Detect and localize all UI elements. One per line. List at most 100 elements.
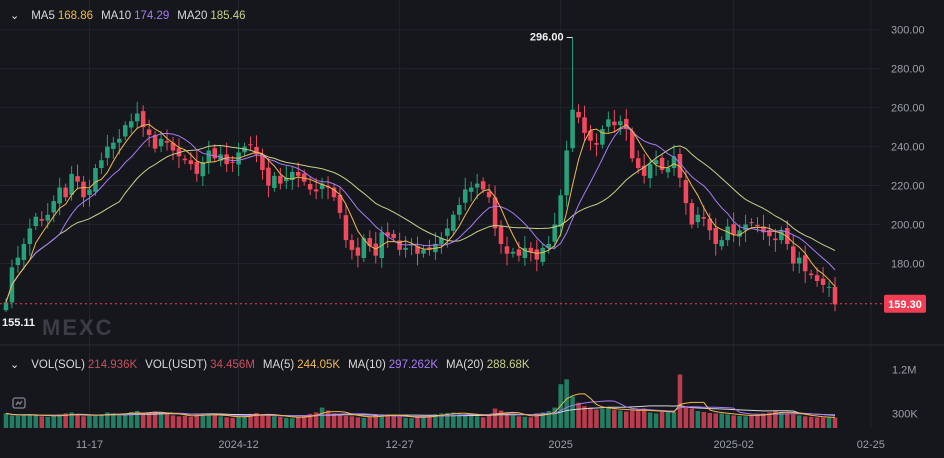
volume-bar — [361, 417, 367, 428]
candle-body — [45, 214, 50, 221]
ma20-line — [5, 144, 836, 303]
candle — [552, 212, 557, 250]
candle-body — [349, 240, 355, 250]
ma5-line — [5, 123, 836, 303]
volume-bar — [224, 417, 229, 428]
volume-bar — [188, 416, 194, 428]
candle-body — [403, 247, 408, 250]
candle — [773, 228, 778, 252]
candle-body — [75, 176, 80, 182]
candle-body — [451, 214, 456, 231]
volume-bar — [600, 408, 605, 428]
volume-bar — [820, 417, 826, 428]
candle — [802, 245, 808, 283]
volume-bar — [588, 407, 593, 428]
candle — [516, 241, 522, 262]
y-axis-tick: 260.00 — [891, 103, 925, 115]
volume-bar — [785, 413, 790, 428]
candle-body — [612, 121, 617, 126]
candle-body — [21, 243, 27, 260]
candle — [230, 155, 235, 172]
candle-body — [606, 119, 611, 127]
volume-bar — [773, 410, 778, 428]
collapse-chevron-icon[interactable]: ⌄ — [10, 359, 20, 371]
volume-bar — [218, 416, 223, 428]
candle-body — [313, 189, 319, 192]
volume-bar — [612, 409, 617, 428]
volume-bar — [295, 417, 301, 428]
volume-bar — [814, 417, 820, 428]
candle — [415, 236, 420, 266]
volume-bar — [725, 414, 730, 428]
candle — [504, 236, 510, 266]
candle-body — [134, 113, 140, 122]
volume-bar — [671, 411, 677, 428]
vol-ma10-value: 297.262K — [388, 358, 439, 371]
x-axis-tick: 12-27 — [386, 439, 414, 451]
volume-bar — [379, 414, 384, 428]
volume-bar — [743, 416, 748, 428]
volume-bar — [272, 416, 277, 428]
candle — [194, 150, 200, 182]
candle-body — [319, 183, 325, 190]
collapse-chevron-icon[interactable]: ⌄ — [10, 10, 20, 22]
candle — [117, 129, 122, 155]
volume-bar — [63, 413, 68, 428]
volume-bar — [385, 414, 390, 428]
last-price-badge — [884, 294, 926, 313]
volume-bar — [391, 415, 396, 428]
candle-body — [492, 197, 498, 229]
volume-bar — [230, 417, 235, 428]
price-ma-lines — [5, 123, 836, 303]
candle-body — [57, 187, 62, 204]
main-legend: ⌄ MA5 168.86 MA10 174.29 MA20 185.46 — [10, 9, 246, 23]
volume-bar — [200, 413, 206, 428]
candle-body — [779, 230, 784, 241]
volume-bar — [653, 413, 659, 428]
y-axis-tick: 180.00 — [891, 258, 925, 270]
volume-bar — [516, 416, 522, 428]
candle — [510, 247, 516, 258]
candle-body — [474, 183, 480, 188]
candle-body — [773, 238, 778, 241]
candle-body — [534, 249, 540, 260]
volume-bar — [152, 411, 158, 428]
candle — [439, 232, 444, 254]
volume-bar — [510, 415, 516, 428]
volume-bar — [528, 417, 534, 428]
candle-body — [820, 278, 826, 285]
volume-ma-lines — [5, 393, 836, 418]
candle-body — [522, 247, 528, 259]
candle-body — [498, 226, 504, 244]
axis-labels: 300.00 280.00 260.00 240.00 220.00 200.00 180.… — [76, 25, 925, 451]
legend-ma10-label: MA10 — [101, 9, 132, 22]
volume-bar — [761, 413, 766, 428]
candle-body — [600, 129, 605, 145]
candle-body — [659, 157, 665, 170]
x-axis-tick: 2024-12 — [218, 439, 258, 451]
settings-icon[interactable] — [9, 394, 29, 412]
candle-body — [230, 161, 235, 163]
candle-body — [361, 238, 367, 259]
low-price-label: 155.11 — [2, 317, 35, 329]
candle-body — [39, 219, 45, 221]
volume-bar — [755, 414, 760, 428]
candle-body — [725, 226, 730, 241]
volume-bar — [707, 412, 713, 428]
volume-bar — [182, 415, 188, 428]
volume-bar — [606, 407, 611, 428]
volume-bar — [146, 412, 152, 428]
candle — [284, 166, 289, 190]
candle — [3, 298, 9, 312]
volume-bar — [27, 414, 33, 428]
candle — [594, 133, 599, 157]
vol-sol-label: VOL(SOL) — [31, 358, 85, 371]
volume-bar — [15, 415, 21, 428]
candle — [385, 222, 390, 248]
candle — [618, 115, 623, 135]
volume-bars — [3, 374, 838, 428]
candle — [767, 224, 772, 246]
candle — [134, 101, 140, 130]
candle — [779, 226, 784, 244]
